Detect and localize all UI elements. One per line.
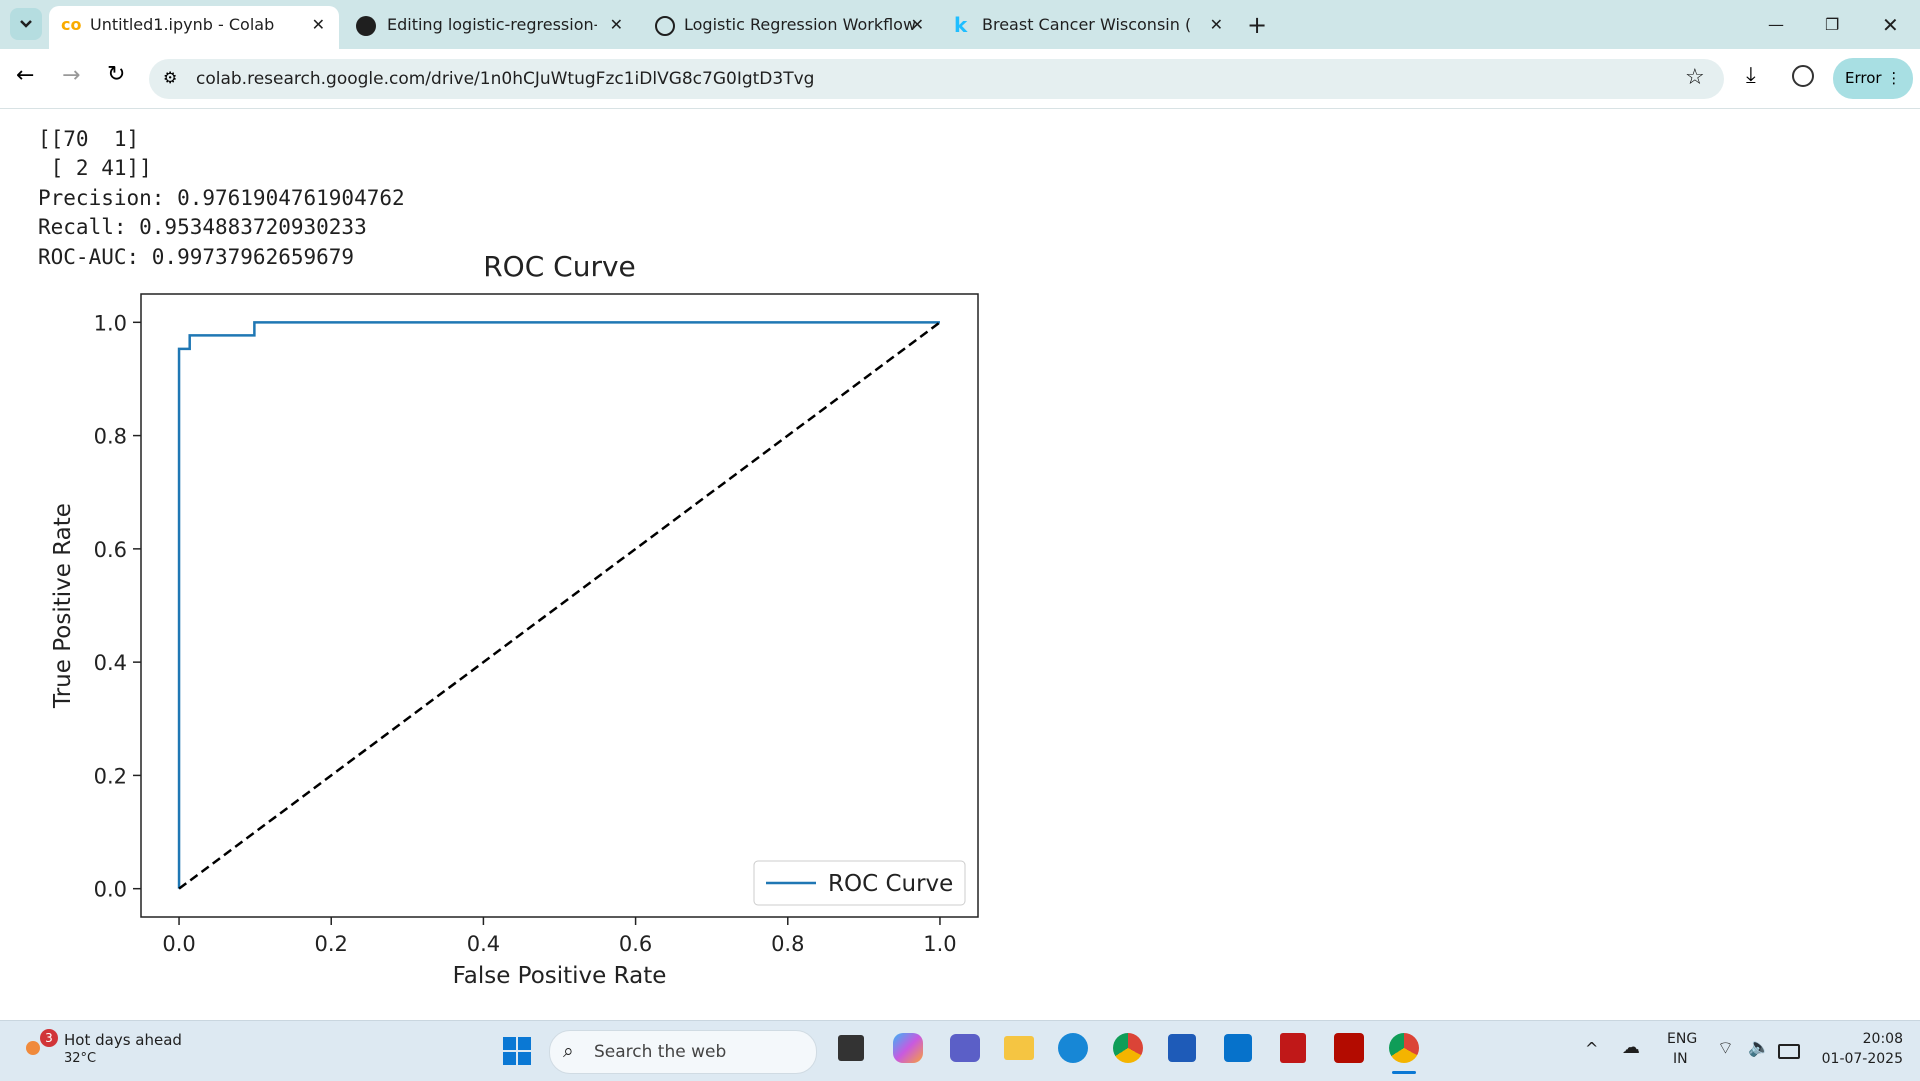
x-axis-label: False Positive Rate	[453, 963, 667, 989]
app-icon[interactable]	[1280, 1033, 1306, 1063]
clock[interactable]: 20:08	[1862, 1031, 1903, 1047]
tab-title: Untitled1.ipynb - Colab	[90, 15, 275, 34]
language[interactable]: ENG	[1667, 1031, 1698, 1047]
line	[177, 321, 940, 889]
tab[interactable]: co Untitled1.ipynb - Colab ✕	[49, 6, 339, 49]
start[interactable]	[503, 1037, 531, 1065]
app-icon[interactable]	[1004, 1036, 1034, 1060]
y-tick-label: 0.6	[94, 538, 127, 562]
app-icon[interactable]	[1058, 1033, 1088, 1063]
cell-output: [[70 1] [ 2 41]] Precision: 0.97619047619…	[38, 95, 405, 302]
y-tick-label: 0.4	[94, 651, 127, 675]
weather-badge: 3	[40, 1029, 58, 1047]
output-line: ROC-AUC: 0.99737962659679	[38, 244, 355, 269]
y-axis-label: True Positive Rate	[50, 503, 76, 709]
omnibox[interactable]: ⚙ colab.research.google.com/drive/1n0hCJ…	[149, 59, 1724, 99]
app-icon[interactable]	[1113, 1033, 1143, 1063]
x-tick-label: 0.4	[467, 932, 500, 956]
output-line: Recall: 0.9534883720930233	[38, 215, 367, 239]
url: colab.research.google.com/drive/1n0hCJuW…	[196, 69, 815, 89]
weather-title[interactable]: Hot days ahead	[64, 1031, 182, 1049]
network[interactable]: ⌔	[1717, 1038, 1734, 1059]
new-tab[interactable]: +	[1247, 11, 1268, 39]
tab-search[interactable]	[10, 8, 42, 40]
output-line: Precision: 0.9761904761904762	[38, 185, 405, 210]
y-tick-label: 0.2	[94, 764, 127, 788]
output-line: [[70 1]	[38, 126, 140, 151]
back[interactable]: ←	[16, 63, 35, 88]
legend	[753, 860, 966, 906]
legend-label: ROC Curve	[828, 871, 953, 897]
tab-title: Breast Cancer Wisconsin (Diagn	[982, 15, 1192, 34]
app-icon[interactable]	[893, 1033, 923, 1063]
battery[interactable]	[1778, 1044, 1800, 1059]
chart-title: ROC Curve	[483, 250, 636, 283]
restore[interactable]: ❐	[1825, 15, 1840, 34]
app-icon[interactable]	[1334, 1033, 1364, 1063]
x-tick-label: 0.6	[619, 932, 652, 956]
profile-error[interactable]: Error ⋮	[1833, 58, 1913, 99]
forward[interactable]: →	[62, 63, 81, 88]
app-icon[interactable]	[1168, 1034, 1196, 1062]
downloads[interactable]: ⤓	[1746, 63, 1756, 88]
reload[interactable]: ↻	[107, 62, 126, 87]
line	[178, 321, 941, 890]
date: 01-07-2025	[1821, 1051, 1903, 1067]
temperature: 32°C	[64, 1051, 97, 1066]
y-tick-label: 0.8	[94, 425, 127, 449]
profile-label: Error	[1845, 69, 1882, 87]
app-icon[interactable]	[838, 1035, 864, 1061]
minimize[interactable]: —	[1768, 15, 1784, 34]
address-row: ← → ↻ ⚙ colab.research.google.com/drive/…	[0, 49, 1920, 109]
tab-title: Editing logistic-regression-clea	[387, 15, 597, 34]
x-tick-label: 1.0	[923, 932, 956, 956]
search-box[interactable]: ⌕ Search the web	[549, 1030, 817, 1074]
y-tick-label: 0.0	[94, 878, 127, 902]
weather-icon[interactable]	[26, 1041, 40, 1055]
tab-bar: co Untitled1.ipynb - Colab ✕ Editing logis…	[0, 0, 1920, 49]
y-tick-label: 1.0	[94, 311, 127, 335]
account[interactable]	[1792, 65, 1814, 87]
close[interactable]: ✕	[1882, 13, 1899, 37]
x-tick-label: 0.2	[315, 932, 348, 956]
tray-overflow[interactable]: ^	[1585, 1039, 1599, 1058]
taskbar: 3 Hot days ahead 32°C ⌕ Search the web ^…	[0, 1020, 1920, 1081]
plot-frame	[140, 293, 979, 918]
onedrive[interactable]: ☁	[1622, 1037, 1640, 1058]
active-indicator	[1392, 1071, 1416, 1074]
x-tick-label: 0.0	[162, 932, 195, 956]
tab[interactable]: Editing logistic-regression-clea✕	[342, 6, 637, 49]
region: IN	[1673, 1051, 1688, 1067]
tab-title: Logistic Regression Workflow	[684, 15, 917, 34]
roc-chart: ROC Curve False Positive Rate True Positiv…	[50, 250, 979, 989]
app-icon[interactable]	[1224, 1034, 1252, 1062]
output-line: [ 2 41]]	[38, 156, 152, 180]
volume[interactable]: 🔈	[1748, 1037, 1771, 1058]
search-placeholder: Search the web	[594, 1042, 727, 1062]
app-icon[interactable]	[950, 1034, 980, 1062]
app-icon[interactable]	[1389, 1033, 1419, 1063]
tab[interactable]: Logistic Regression Workflow ✕	[639, 6, 938, 49]
x-tick-label: 0.8	[771, 932, 804, 956]
